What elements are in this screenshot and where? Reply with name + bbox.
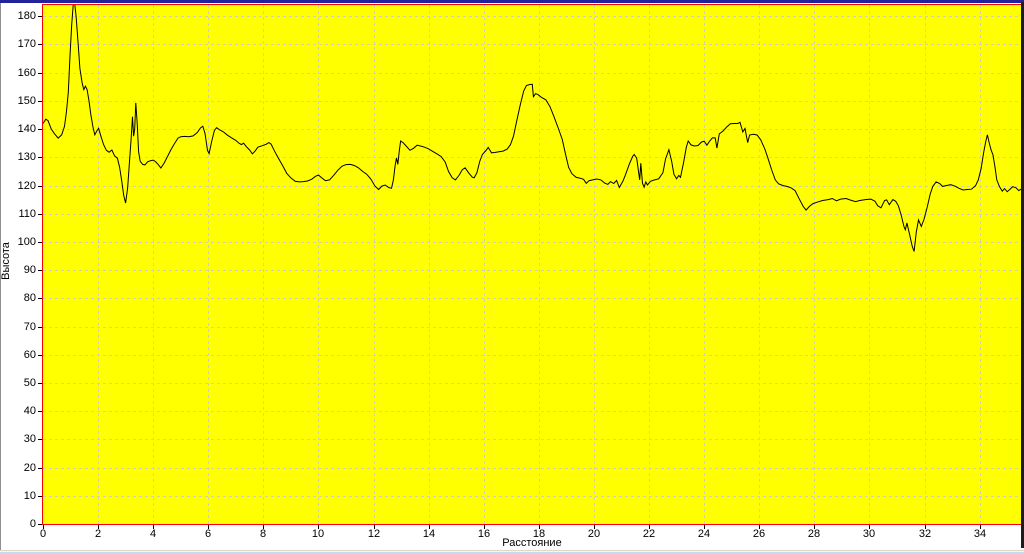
x-tick-mark <box>43 525 44 529</box>
y-tick-label: 170 <box>17 38 36 50</box>
y-tick-label: 140 <box>17 123 36 135</box>
y-tick-label: 150 <box>17 95 36 107</box>
window-right-edge <box>1021 2 1024 548</box>
x-tick-label: 10 <box>311 528 325 540</box>
x-axis-title: Расстояние <box>502 537 562 549</box>
y-tick-mark <box>38 524 42 525</box>
plot-area[interactable] <box>42 4 1022 525</box>
x-tick-mark <box>539 525 540 529</box>
x-tick-mark <box>484 525 485 529</box>
x-tick-label: 22 <box>642 528 656 540</box>
x-tick-label: 32 <box>918 528 932 540</box>
x-tick-mark <box>208 525 209 529</box>
x-tick-mark <box>374 525 375 529</box>
x-tick-mark <box>98 525 99 529</box>
x-tick-label: 20 <box>587 528 601 540</box>
x-tick-mark <box>594 525 595 529</box>
x-tick-mark <box>759 525 760 529</box>
y-tick-mark <box>38 298 42 299</box>
window-bottom-edge <box>0 552 1024 554</box>
x-tick-mark <box>869 525 870 529</box>
x-tick-mark <box>318 525 319 529</box>
x-tick-label: 34 <box>973 528 987 540</box>
window-top-edge <box>0 0 1024 3</box>
y-tick-mark <box>38 496 42 497</box>
y-tick-mark <box>38 214 42 215</box>
x-tick-label: 8 <box>259 528 267 540</box>
y-tick-mark <box>38 186 42 187</box>
x-tick-label: 18 <box>532 528 546 540</box>
x-tick-mark <box>263 525 264 529</box>
y-tick-label: 100 <box>17 236 36 248</box>
y-tick-label: 130 <box>17 151 36 163</box>
y-tick-mark <box>38 411 42 412</box>
x-tick-mark <box>153 525 154 529</box>
y-tick-mark <box>38 44 42 45</box>
x-tick-label: 14 <box>422 528 436 540</box>
y-tick-mark <box>38 355 42 356</box>
y-tick-mark <box>38 16 42 17</box>
x-tick-mark <box>704 525 705 529</box>
window-left-edge <box>0 3 1 550</box>
y-tick-mark <box>38 129 42 130</box>
y-tick-label: 80 <box>23 292 36 304</box>
window-bottom-frame <box>0 551 1024 552</box>
x-tick-label: 30 <box>862 528 876 540</box>
x-tick-mark <box>429 525 430 529</box>
y-tick-mark <box>38 101 42 102</box>
y-tick-label: 160 <box>17 67 36 79</box>
x-tick-label: 0 <box>39 528 47 540</box>
x-tick-label: 6 <box>204 528 212 540</box>
y-tick-label: 50 <box>23 377 36 389</box>
y-tick-label: 110 <box>18 208 36 220</box>
y-tick-label: 120 <box>17 180 36 192</box>
x-tick-label: 16 <box>477 528 491 540</box>
y-tick-mark <box>38 157 42 158</box>
y-tick-label: 40 <box>23 405 36 417</box>
x-tick-label: 28 <box>807 528 821 540</box>
y-tick-mark <box>38 383 42 384</box>
x-tick-mark <box>925 525 926 529</box>
x-tick-label: 24 <box>697 528 711 540</box>
x-tick-mark <box>649 525 650 529</box>
y-tick-label: 10 <box>23 490 36 502</box>
y-tick-mark <box>38 468 42 469</box>
x-tick-label: 4 <box>149 528 157 540</box>
window-bottom-frame-line <box>0 550 1024 551</box>
x-tick-label: 2 <box>94 528 102 540</box>
x-tick-label: 12 <box>367 528 381 540</box>
x-tick-label: 26 <box>752 528 766 540</box>
x-tick-mark <box>980 525 981 529</box>
y-tick-mark <box>38 439 42 440</box>
elevation-line <box>43 5 1021 252</box>
y-tick-mark <box>38 327 42 328</box>
y-tick-label: 30 <box>23 433 36 445</box>
elevation-chart[interactable] <box>43 5 1021 524</box>
y-tick-mark <box>38 73 42 74</box>
y-tick-mark <box>38 242 42 243</box>
y-tick-label: 90 <box>23 264 36 276</box>
y-tick-label: 180 <box>17 10 36 22</box>
x-tick-mark <box>814 525 815 529</box>
y-tick-label: 20 <box>23 462 36 474</box>
y-tick-label: 0 <box>29 518 36 530</box>
y-tick-label: 60 <box>23 349 36 361</box>
y-tick-mark <box>38 270 42 271</box>
y-tick-label: 70 <box>23 321 36 333</box>
